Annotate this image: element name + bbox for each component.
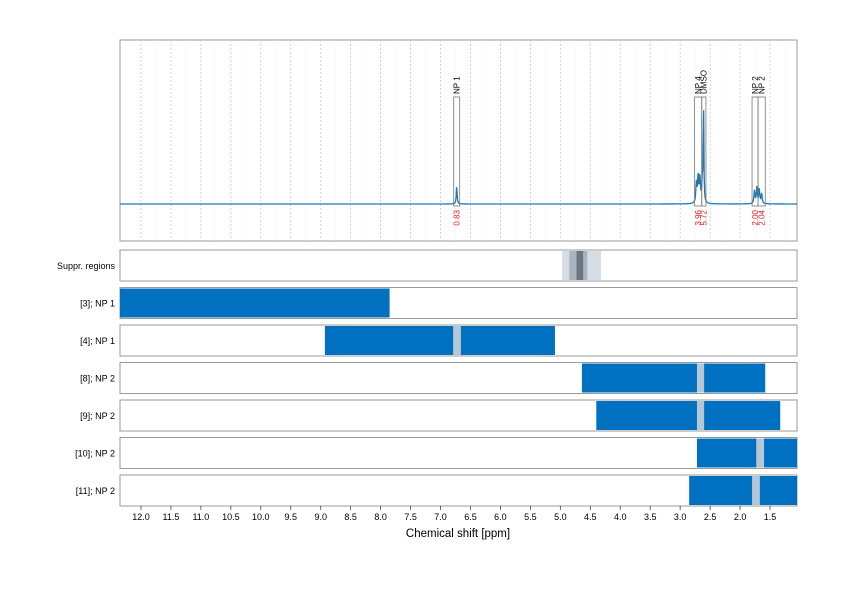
x-tick-label: 6.0	[494, 512, 507, 522]
track-label: [9]; NP 2	[80, 411, 115, 421]
x-tick-label: 11.5	[162, 512, 179, 522]
x-tick-label: 10.0	[252, 512, 270, 522]
x-tick-label: 5.5	[524, 512, 537, 522]
track-bar	[324, 326, 555, 355]
x-tick-label: 12.0	[132, 512, 150, 522]
track-bar	[696, 401, 705, 430]
track-bar	[596, 401, 781, 430]
track-bar	[689, 476, 797, 505]
track-bar	[696, 438, 797, 468]
x-tick-label: 4.5	[584, 512, 597, 522]
x-tick-label: 9.5	[284, 512, 297, 522]
x-tick-label: 3.5	[644, 512, 657, 522]
peak-label: NP 1	[453, 76, 462, 94]
peak-label: NP 4	[694, 76, 703, 94]
x-tick-label: 6.5	[464, 512, 477, 522]
track-frame	[119, 249, 798, 282]
peak-integral: 2.04	[757, 209, 766, 225]
track-label: Suppr. regions	[57, 261, 116, 271]
track-bar	[453, 326, 461, 355]
x-tick-label: 10.5	[222, 512, 240, 522]
spectrum-panel: NP 1 0.83 NP 4 3.96 DMSO 5.72 NP 2 2.00 NP 2 2.04	[119, 39, 798, 242]
track-label: [3]; NP 1	[80, 299, 115, 309]
x-tick-label: 9.0	[314, 512, 327, 522]
peak-label: NP 2	[751, 76, 760, 94]
spectrum-trace	[120, 110, 797, 205]
x-tick-label: 7.0	[434, 512, 447, 522]
x-tick-label: 7.5	[404, 512, 417, 522]
track-bar	[576, 251, 584, 280]
peak-integral: 5.72	[700, 209, 709, 225]
x-tick-label: 8.5	[344, 512, 357, 522]
region-tracks: Suppr. regions [3]; NP 1 [4]; NP 1 [8]; NP …	[57, 249, 798, 507]
peak-integral: 0.83	[453, 209, 462, 225]
x-tick-label: 2.0	[734, 512, 747, 522]
x-axis: 12.0 11.5 11.0 10.5 10.0 9.5 9.0 8.5 8.0 7.5 7.0 6.…	[132, 506, 776, 522]
track-label: [11]; NP 2	[76, 486, 115, 496]
track-frame	[119, 474, 798, 507]
x-tick-label: 5.0	[554, 512, 567, 522]
x-tick-label: 8.0	[374, 512, 387, 522]
peak-label: DMSO	[700, 70, 709, 94]
x-axis-label: Chemical shift [ppm]	[406, 528, 510, 540]
peak-integral: 2.00	[751, 209, 760, 225]
spectrum-frame	[119, 39, 798, 242]
peak-integral: 3.96	[694, 209, 703, 225]
track-label: [8]; NP 2	[80, 374, 115, 384]
peak-label: NP 2	[757, 76, 766, 94]
peak-annotation-box	[757, 96, 766, 207]
x-tick-label: 3.0	[674, 512, 687, 522]
track-bar	[696, 363, 705, 393]
track-bar	[120, 288, 390, 318]
x-tick-label: 1.5	[764, 512, 777, 522]
x-tick-label: 2.5	[704, 512, 717, 522]
track-bar	[756, 438, 765, 468]
peak-annotation-box	[701, 96, 707, 207]
track-bar	[581, 363, 766, 393]
x-tick-label: 4.0	[614, 512, 627, 522]
track-label: [4]; NP 1	[80, 336, 115, 346]
peak-annotation-box	[453, 96, 461, 207]
track-label: [10]; NP 2	[75, 449, 115, 459]
x-tick-label: 11.0	[192, 512, 209, 522]
track-frame	[119, 437, 798, 469]
track-bar	[752, 476, 760, 505]
